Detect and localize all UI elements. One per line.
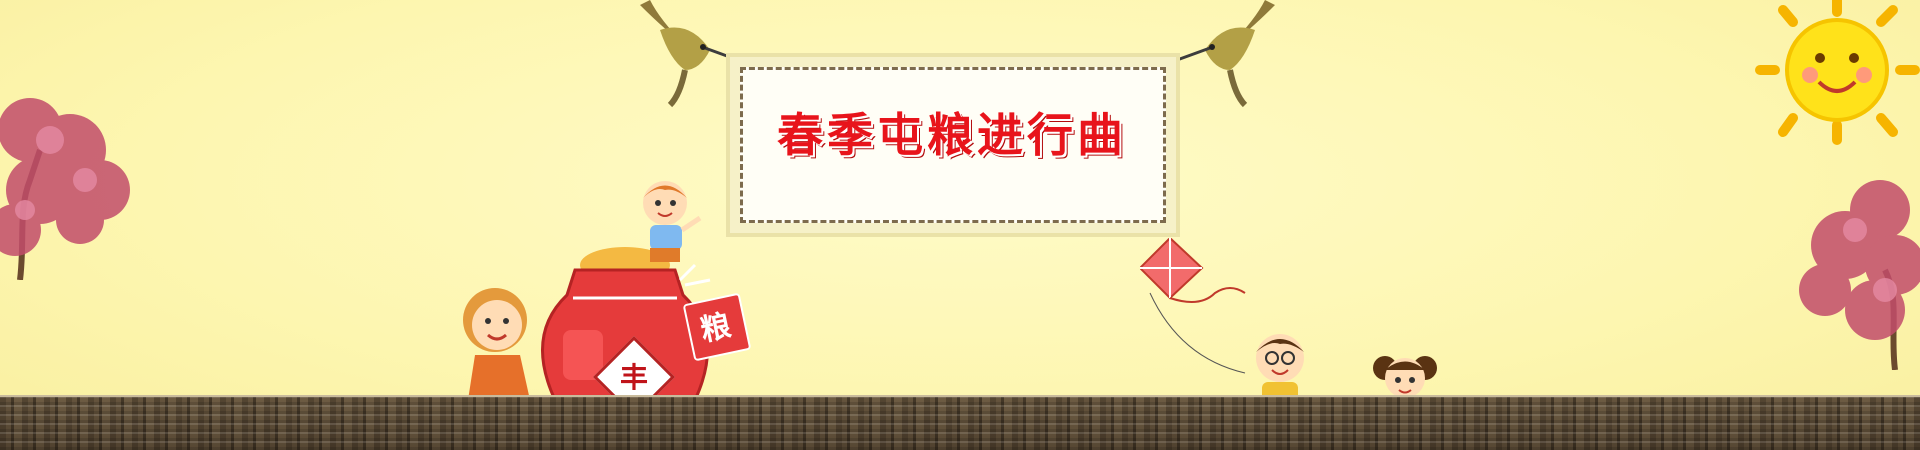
stone-ground: [0, 395, 1920, 450]
jar-emblem-label: 丰: [619, 361, 648, 394]
sun-icon: [1755, 0, 1920, 145]
blossom-tree-icon: [0, 98, 130, 280]
banner-title: 春季屯粮进行曲: [777, 108, 1127, 162]
title-banner: 春季屯粮进行曲: [728, 55, 1176, 233]
child-figure-icon: [643, 181, 702, 262]
hummingbird-icon: [640, 0, 739, 108]
hummingbird-icon: [1176, 0, 1275, 108]
banner-sign: [730, 57, 1176, 233]
blossom-tree-icon: [1799, 180, 1920, 370]
kite-icon: [1140, 238, 1246, 374]
